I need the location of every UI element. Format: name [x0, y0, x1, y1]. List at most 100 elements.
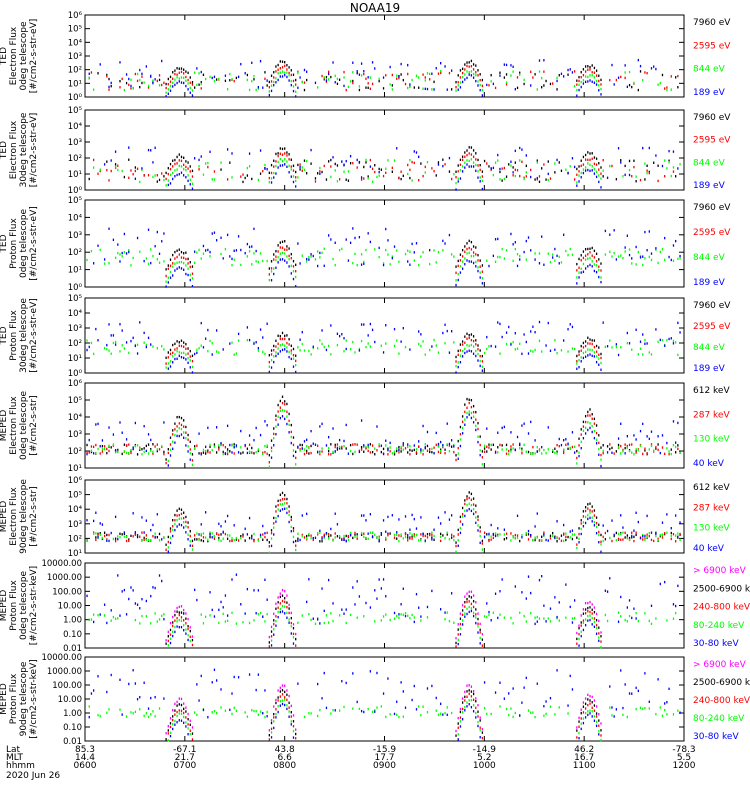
y-tick-label: 1000.00: [47, 667, 82, 677]
flux-point: [653, 449, 655, 452]
flux-point: [297, 163, 299, 167]
flux-point: [536, 159, 538, 162]
flux-point: [571, 621, 574, 624]
flux-point: [264, 535, 266, 539]
flux-point: [277, 615, 279, 619]
flux-point: [389, 618, 391, 622]
flux-point: [163, 617, 165, 621]
flux-point: [125, 252, 128, 255]
flux-point: [222, 443, 224, 447]
flux-point: [286, 422, 288, 426]
flux-point: [347, 85, 350, 89]
flux-point: [295, 359, 297, 363]
flux-point: [114, 343, 117, 346]
flux-point: [609, 233, 611, 236]
flux-point: [150, 261, 152, 265]
flux-point: [382, 87, 385, 90]
flux-point: [470, 240, 473, 244]
flux-point: [591, 169, 593, 172]
flux-point: [429, 78, 431, 81]
flux-point: [101, 439, 104, 442]
flux-point: [512, 622, 514, 625]
flux-point: [628, 614, 631, 618]
flux-point: [510, 431, 512, 434]
flux-point: [595, 626, 598, 630]
flux-point: [404, 535, 407, 539]
flux-point: [494, 592, 497, 595]
flux-point: [413, 251, 415, 254]
flux-point: [576, 276, 578, 279]
flux-point: [204, 249, 207, 252]
flux-point: [536, 615, 538, 619]
flux-point: [121, 590, 123, 593]
flux-point: [457, 528, 459, 532]
flux-point: [582, 262, 585, 266]
flux-point: [466, 61, 468, 64]
flux-point: [571, 533, 574, 536]
flux-point: [191, 83, 194, 86]
flux-point: [587, 75, 589, 79]
flux-point: [461, 71, 464, 75]
flux-point: [268, 354, 270, 357]
panel-frame: [84, 297, 685, 374]
flux-point: [644, 257, 646, 260]
y-axis-label-line: MEPED: [0, 590, 9, 622]
flux-point: [172, 253, 174, 257]
flux-point: [352, 672, 354, 675]
flux-point: [330, 158, 332, 162]
flux-point: [152, 534, 154, 538]
flux-point: [284, 605, 286, 608]
flux-point: [459, 158, 462, 162]
flux-point: [321, 587, 323, 590]
flux-point: [231, 692, 233, 695]
flux-point: [466, 612, 468, 616]
flux-point: [117, 617, 119, 620]
flux-point: [433, 88, 435, 91]
flux-point: [295, 544, 297, 547]
flux-point: [457, 259, 459, 263]
flux-point: [459, 707, 462, 711]
flux-point: [172, 433, 174, 436]
flux-point: [661, 164, 664, 168]
flux-point: [470, 698, 473, 702]
flux-point: [569, 323, 571, 326]
flux-point: [163, 232, 165, 235]
flux-point: [220, 533, 222, 536]
flux-point: [477, 435, 479, 438]
flux-point: [189, 458, 191, 461]
flux-point: [360, 74, 363, 77]
flux-point: [262, 452, 264, 455]
flux-point: [369, 240, 372, 244]
flux-point: [503, 697, 505, 700]
flux-point: [275, 414, 277, 417]
flux-point: [110, 446, 112, 449]
flux-point: [393, 617, 396, 620]
flux-point: [442, 534, 444, 537]
flux-point: [472, 614, 475, 618]
flux-point: [334, 450, 336, 453]
flux-point: [92, 158, 95, 162]
flux-point: [112, 238, 115, 242]
flux-point: [178, 159, 180, 162]
flux-point: [420, 713, 422, 717]
flux-point: [106, 711, 108, 714]
flux-point: [477, 80, 479, 83]
flux-point: [187, 267, 189, 270]
flux-point: [259, 535, 262, 539]
flux-point: [308, 712, 310, 715]
flux-point: [270, 260, 273, 263]
flux-point: [360, 263, 363, 266]
flux-point: [290, 441, 292, 445]
y-tick-label: 1.00: [63, 616, 82, 626]
series-7960-eV: [88, 146, 677, 184]
flux-point: [354, 533, 356, 536]
flux-point: [290, 272, 292, 275]
panel-frame: [84, 656, 685, 742]
flux-point: [400, 681, 402, 684]
flux-point: [134, 710, 137, 713]
flux-point: [635, 611, 637, 615]
flux-point: [288, 247, 290, 250]
flux-point: [156, 174, 158, 177]
flux-point: [604, 345, 607, 349]
flux-point: [235, 622, 238, 625]
